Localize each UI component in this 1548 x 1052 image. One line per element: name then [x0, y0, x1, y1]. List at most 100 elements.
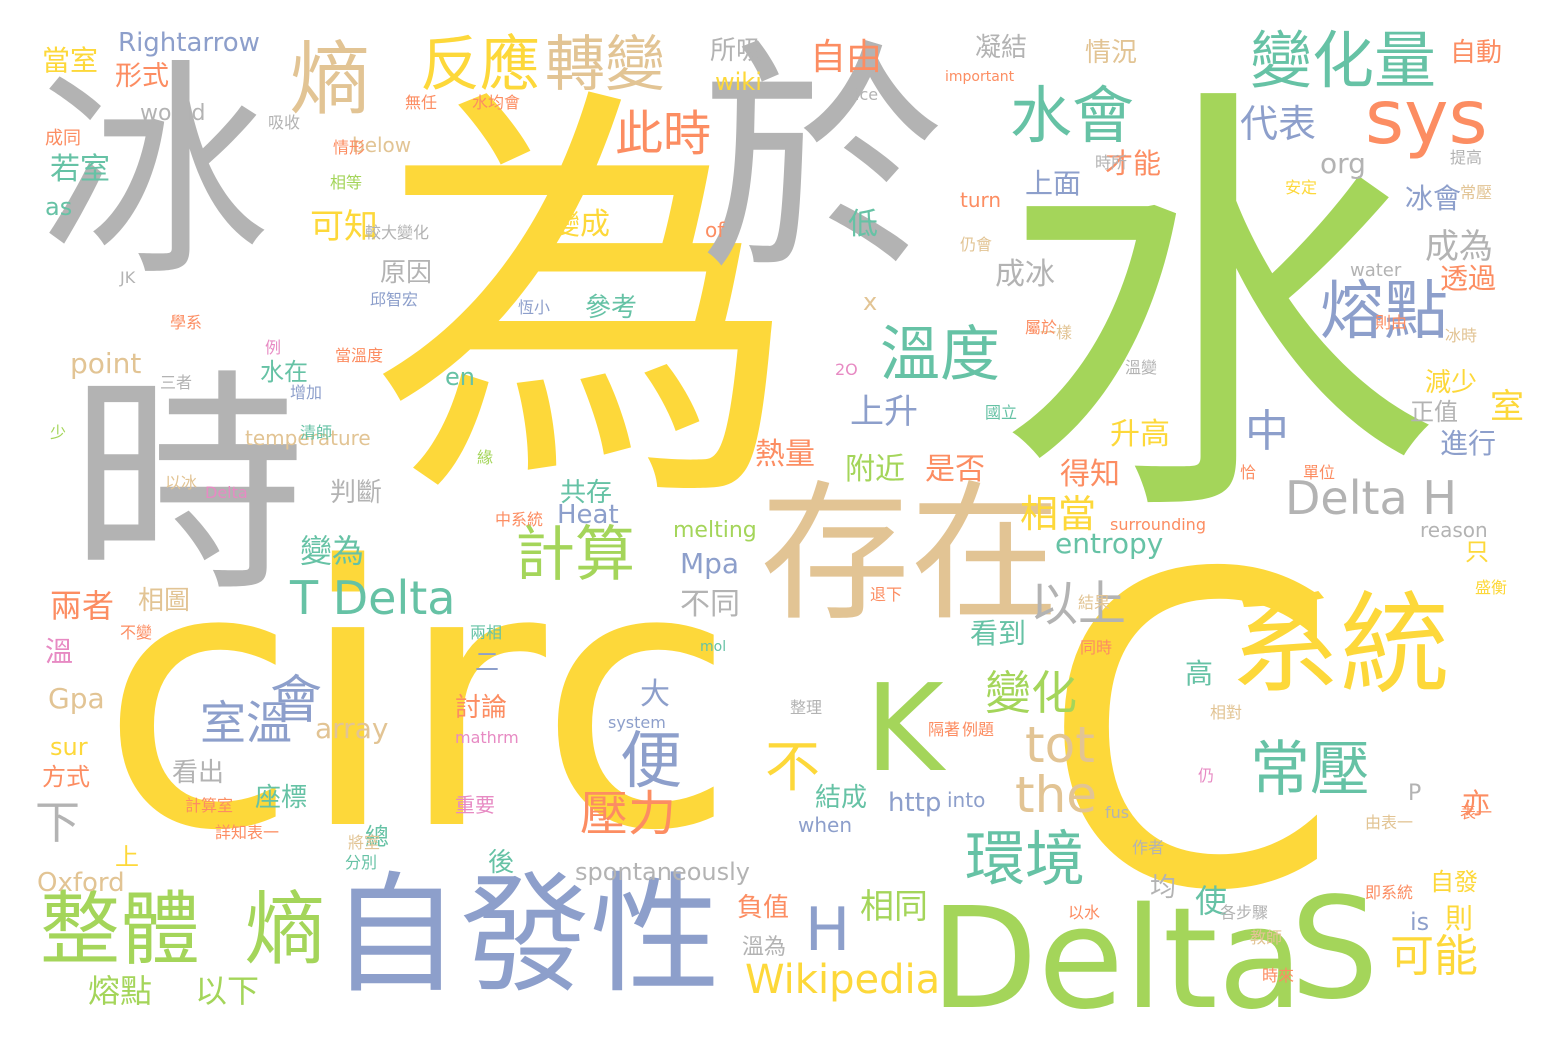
cloud-word: 無任 — [405, 93, 438, 112]
cloud-word: 所吸 — [710, 36, 763, 66]
cloud-word: 方式 — [42, 763, 90, 791]
cloud-word: 學系 — [170, 313, 203, 332]
cloud-word: T Delta — [290, 571, 456, 625]
cloud-word: 總 — [365, 823, 389, 851]
cloud-word: 透過 — [1440, 262, 1497, 295]
cloud-word: 只 — [1465, 538, 1489, 566]
cloud-word: S — [1290, 868, 1379, 1031]
cloud-word: melting — [673, 518, 757, 543]
cloud-word: 則 — [1445, 902, 1474, 935]
cloud-word: 反應 — [420, 30, 540, 100]
cloud-word: 才能 — [1105, 147, 1162, 180]
cloud-word: when — [798, 813, 853, 837]
cloud-word: 水均會 — [472, 93, 521, 112]
cloud-word: spontaneously — [575, 858, 750, 886]
cloud-word: surrounding — [1110, 515, 1206, 534]
cloud-word: 冰會 — [1405, 182, 1462, 215]
cloud-word: 較大變化 — [365, 223, 430, 242]
cloud-word: 室 — [1490, 387, 1524, 427]
cloud-word: 存在 — [760, 468, 1061, 642]
cloud-word: mathrm — [455, 728, 519, 747]
cloud-word: 是否 — [925, 452, 985, 487]
cloud-word: Gpa — [48, 682, 105, 715]
cloud-word: 邱智宏 — [370, 290, 419, 309]
cloud-word: the — [1015, 766, 1098, 824]
cloud-word: 仍 — [1198, 766, 1215, 785]
cloud-word: 進行 — [1440, 427, 1497, 460]
cloud-word: 同時 — [1080, 638, 1113, 657]
cloud-word: 以冰 — [165, 473, 198, 492]
cloud-word: Mpa — [680, 547, 740, 580]
cloud-word: 變為 — [300, 532, 365, 570]
cloud-word: 負值 — [737, 893, 790, 923]
cloud-word: 情形 — [333, 138, 366, 157]
cloud-word: H — [805, 895, 851, 965]
cloud-word: 當室 — [42, 44, 99, 77]
cloud-word: 可能 — [1390, 931, 1478, 982]
cloud-word: 看到 — [970, 617, 1027, 650]
cloud-word: 2O — [835, 360, 858, 379]
cloud-word: 清師 — [300, 423, 333, 442]
cloud-word: 水 — [995, 53, 1440, 571]
cloud-word: 以下 — [195, 972, 260, 1010]
cloud-word: 便 — [620, 724, 683, 797]
cloud-word: 上面 — [1025, 167, 1082, 200]
cloud-word: 看出 — [172, 758, 225, 788]
cloud-word: 座標 — [255, 783, 308, 813]
cloud-word: 亦 — [1462, 787, 1491, 820]
cloud-word: 溫為 — [742, 935, 787, 960]
cloud-word: 得知 — [1060, 457, 1120, 492]
cloud-word: 計算 — [515, 520, 635, 590]
cloud-word: 自動 — [1450, 38, 1503, 68]
cloud-word: 若室 — [50, 152, 110, 187]
cloud-word: Delta — [205, 483, 248, 502]
cloud-word: 自發 — [1430, 868, 1478, 896]
cloud-word: 情況 — [1085, 38, 1138, 68]
cloud-word: 由表一 — [1365, 813, 1414, 832]
cloud-word: 中系統 — [495, 510, 544, 529]
cloud-word: 兩相 — [470, 623, 503, 642]
cloud-word: mol — [700, 639, 727, 655]
cloud-word: org — [1320, 147, 1366, 180]
cloud-word: 兩者 — [50, 587, 115, 625]
cloud-word: entropy — [1055, 527, 1164, 560]
cloud-word: 附近 — [845, 452, 905, 487]
cloud-word: P — [1408, 781, 1422, 806]
cloud-word: 整體 — [40, 883, 200, 976]
cloud-word: 低 — [848, 207, 878, 242]
cloud-word: 熵 — [245, 883, 325, 976]
cloud-word: important — [945, 69, 1015, 85]
cloud-word: 相圖 — [138, 586, 191, 616]
cloud-word: 則由 — [1375, 313, 1408, 332]
cloud-word: 討論 — [455, 693, 508, 723]
cloud-word: sur — [50, 733, 88, 761]
cloud-word: water — [1350, 260, 1402, 281]
cloud-word: 時來 — [1262, 966, 1295, 985]
cloud-word: 溫度 — [880, 320, 1000, 390]
cloud-word: 以水 — [1068, 903, 1101, 922]
cloud-word: 熵 — [290, 33, 370, 126]
cloud-word: tot — [1025, 716, 1095, 774]
cloud-word: 自發性 — [330, 859, 721, 1011]
cloud-word: 結成 — [815, 783, 868, 813]
cloud-word: 熔點 — [1320, 275, 1448, 349]
cloud-word: 二 — [475, 648, 499, 676]
cloud-word: 分別 — [345, 853, 378, 872]
cloud-word: 時 — [70, 351, 305, 624]
cloud-word: sys — [1365, 73, 1488, 161]
cloud-word: JK — [120, 268, 136, 287]
cloud-word: 水在 — [260, 358, 308, 386]
cloud-word: 常壓 — [1460, 183, 1493, 202]
cloud-word: 屬於 — [1025, 318, 1058, 337]
cloud-word: 此時 — [615, 106, 712, 162]
cloud-word: 安定 — [1285, 178, 1318, 197]
cloud-word: 當溫度 — [335, 346, 384, 365]
cloud-word: 為 — [370, 55, 800, 555]
cloud-word: 相同 — [860, 887, 928, 927]
cloud-word: 下 — [35, 796, 81, 849]
cloud-word: 高 — [1185, 657, 1214, 690]
cloud-word: 詳知表一 — [215, 823, 280, 842]
cloud-word: 室溫 — [200, 696, 292, 750]
cloud-word: 判斷 — [330, 478, 383, 508]
cloud-word: 提高 — [1450, 148, 1483, 167]
